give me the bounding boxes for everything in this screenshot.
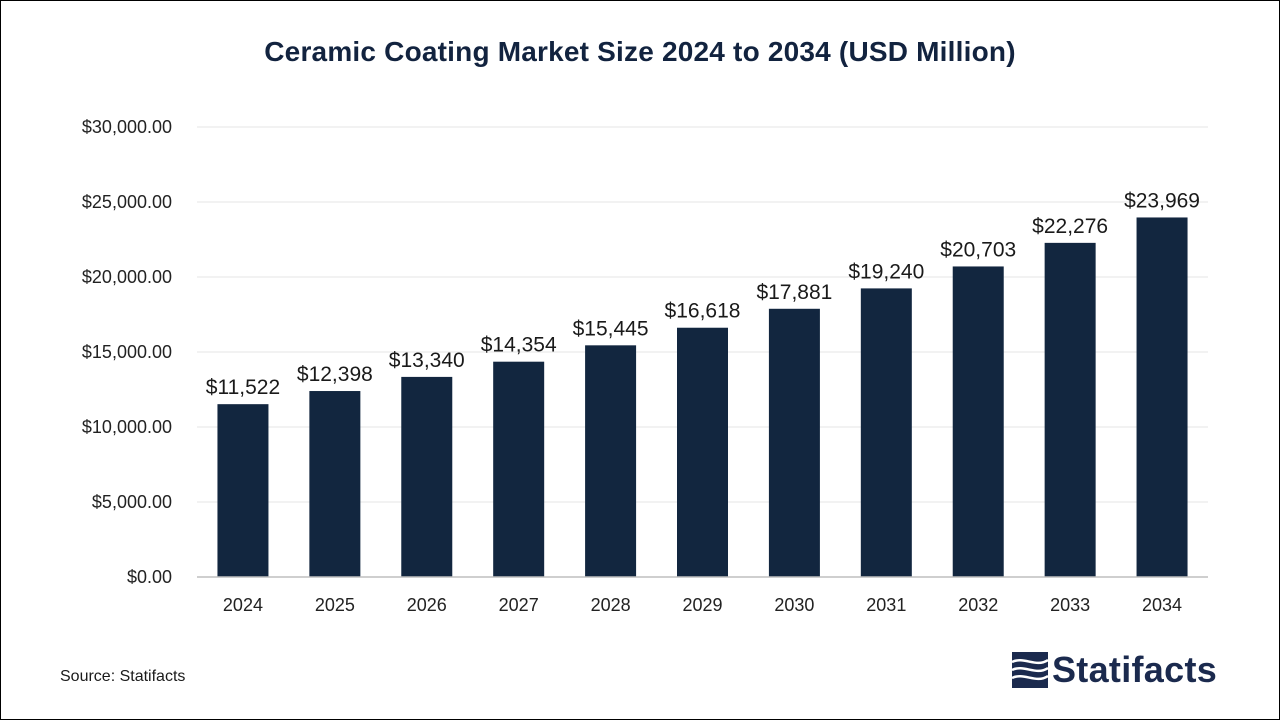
x-tick-label: 2029 bbox=[682, 595, 722, 615]
data-label-2032: $20,703 bbox=[940, 238, 1016, 261]
brand-name: Statifacts bbox=[1052, 649, 1218, 690]
data-labels: $11,522 $12,398 $13,340 $14,354 $15,445 $16,6… bbox=[206, 189, 1200, 399]
bar-2029 bbox=[677, 327, 728, 577]
x-axis-tick-labels: 2024 2025 2026 2027 2028 2029 2030 2031 2032 2033… bbox=[223, 595, 1182, 615]
y-tick-label: $20,000.00 bbox=[82, 267, 172, 287]
y-tick-label: $10,000.00 bbox=[82, 417, 172, 437]
y-tick-label: $15,000.00 bbox=[82, 342, 172, 362]
chart-title: Ceramic Coating Market Size 2024 to 2034… bbox=[264, 36, 1016, 67]
bar-2030 bbox=[768, 308, 820, 577]
x-tick-label: 2026 bbox=[407, 595, 447, 615]
bar-2028 bbox=[585, 345, 637, 577]
data-label-2031: $19,240 bbox=[848, 260, 924, 283]
x-tick-label: 2027 bbox=[499, 595, 539, 615]
bars bbox=[217, 217, 1188, 578]
x-tick-label: 2034 bbox=[1142, 595, 1182, 615]
bar-2026 bbox=[401, 376, 453, 577]
x-tick-label: 2028 bbox=[591, 595, 631, 615]
bar-2031 bbox=[860, 288, 912, 577]
data-label-2026: $13,340 bbox=[389, 349, 465, 372]
bar-2025 bbox=[309, 391, 361, 577]
x-tick-label: 2033 bbox=[1050, 595, 1090, 615]
data-label-2034: $23,969 bbox=[1124, 189, 1200, 212]
y-tick-label: $25,000.00 bbox=[82, 192, 172, 212]
y-axis-tick-labels: $0.00 $5,000.00 $10,000.00 $15,000.00 $20,00… bbox=[82, 117, 172, 587]
data-label-2028: $15,445 bbox=[573, 317, 649, 340]
x-tick-label: 2031 bbox=[866, 595, 906, 615]
x-tick-label: 2032 bbox=[958, 595, 998, 615]
data-label-2033: $22,276 bbox=[1032, 215, 1108, 238]
data-label-2027: $14,354 bbox=[481, 334, 557, 357]
x-tick-label: 2025 bbox=[315, 595, 355, 615]
bar-2034 bbox=[1136, 217, 1188, 577]
data-label-2030: $17,881 bbox=[756, 281, 832, 304]
y-tick-label: $0.00 bbox=[127, 567, 172, 587]
y-tick-label: $5,000.00 bbox=[92, 492, 172, 512]
x-tick-label: 2024 bbox=[223, 595, 263, 615]
data-label-2024: $11,522 bbox=[206, 376, 280, 399]
bar-2024 bbox=[217, 404, 269, 577]
brand-logo: Statifacts bbox=[1012, 649, 1218, 690]
y-tick-label: $30,000.00 bbox=[82, 117, 172, 137]
data-label-2029: $16,618 bbox=[665, 300, 741, 323]
x-tick-label: 2030 bbox=[774, 595, 814, 615]
statifacts-logo-icon bbox=[1012, 652, 1048, 688]
bar-2032 bbox=[952, 266, 1004, 577]
source-note: Source: Statifacts bbox=[60, 668, 186, 685]
bar-2033 bbox=[1044, 242, 1096, 578]
bar-2027 bbox=[493, 361, 545, 577]
data-label-2025: $12,398 bbox=[297, 363, 373, 386]
